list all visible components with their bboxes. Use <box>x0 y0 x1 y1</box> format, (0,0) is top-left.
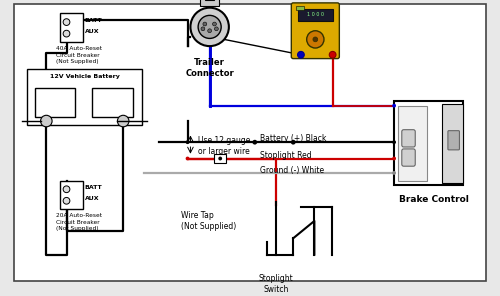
Circle shape <box>306 31 324 48</box>
Text: 40A Auto-Reset
Circuit Breaker
(Not Supplied): 40A Auto-Reset Circuit Breaker (Not Supp… <box>56 46 102 64</box>
FancyBboxPatch shape <box>448 131 460 150</box>
Text: Brake Control: Brake Control <box>398 195 468 204</box>
Text: Trailer
Connector: Trailer Connector <box>186 58 234 78</box>
Circle shape <box>118 115 129 127</box>
Bar <box>394 101 464 185</box>
Circle shape <box>298 52 304 58</box>
Text: Stoplight
Switch: Stoplight Switch <box>258 274 294 294</box>
Circle shape <box>214 27 218 31</box>
Circle shape <box>186 140 190 144</box>
Circle shape <box>63 30 70 37</box>
Circle shape <box>252 140 257 144</box>
Circle shape <box>198 15 221 38</box>
Circle shape <box>313 37 318 42</box>
Circle shape <box>186 157 190 160</box>
Circle shape <box>40 115 52 127</box>
Bar <box>398 106 427 181</box>
FancyBboxPatch shape <box>402 149 415 166</box>
Bar <box>298 9 332 21</box>
Bar <box>60 13 83 42</box>
Text: Stoplight Red: Stoplight Red <box>260 151 311 160</box>
Text: +: + <box>50 90 60 103</box>
FancyBboxPatch shape <box>402 130 415 147</box>
Text: Battery (+) Black: Battery (+) Black <box>260 134 326 143</box>
Circle shape <box>212 22 216 26</box>
Bar <box>214 154 226 163</box>
Bar <box>200 0 220 6</box>
Bar <box>442 104 464 183</box>
Circle shape <box>201 27 205 31</box>
Circle shape <box>291 140 296 144</box>
Text: Use 12 gauge
or larger wire: Use 12 gauge or larger wire <box>198 136 250 156</box>
Text: 12V Vehicle Battery: 12V Vehicle Battery <box>50 74 119 79</box>
Circle shape <box>63 197 70 204</box>
Circle shape <box>392 140 396 144</box>
Bar <box>296 6 304 9</box>
Text: 1 0 0 0: 1 0 0 0 <box>307 12 324 17</box>
Bar <box>27 69 142 125</box>
FancyBboxPatch shape <box>292 3 340 59</box>
Text: −: − <box>108 90 118 103</box>
Circle shape <box>203 22 207 26</box>
Text: AUX: AUX <box>85 29 100 34</box>
Text: 20A Auto-Reset
Circuit Breaker
(Not Supplied): 20A Auto-Reset Circuit Breaker (Not Supp… <box>56 213 102 231</box>
Text: BATT: BATT <box>85 18 102 23</box>
Circle shape <box>63 186 70 193</box>
Text: BATT: BATT <box>85 185 102 190</box>
Circle shape <box>330 52 336 58</box>
Circle shape <box>392 171 396 175</box>
Circle shape <box>190 8 229 46</box>
Text: Wire Tap
(Not Supplied): Wire Tap (Not Supplied) <box>181 211 236 231</box>
Bar <box>60 181 83 210</box>
Circle shape <box>63 19 70 25</box>
Circle shape <box>218 157 222 160</box>
Bar <box>92 89 133 117</box>
Text: AUX: AUX <box>85 196 100 201</box>
Text: Ground (-) White: Ground (-) White <box>260 165 324 175</box>
Circle shape <box>392 157 396 160</box>
Circle shape <box>208 29 212 33</box>
Bar <box>35 89 75 117</box>
Circle shape <box>392 104 396 108</box>
